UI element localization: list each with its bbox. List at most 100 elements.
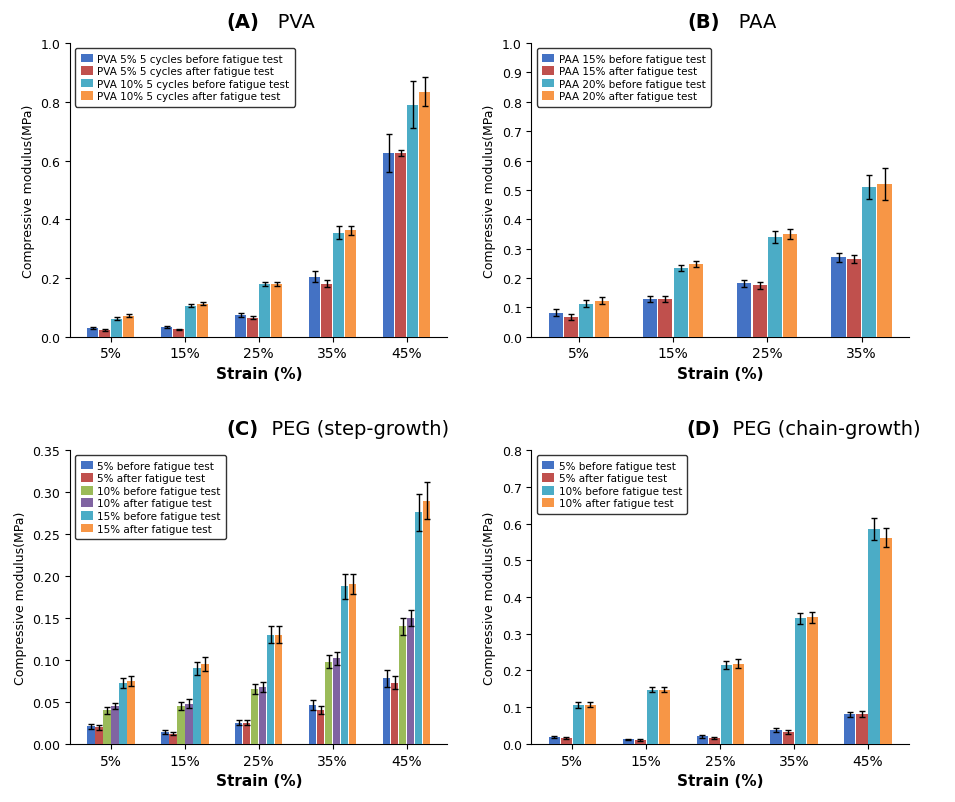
Bar bbox=[178, 707, 184, 744]
Bar bbox=[737, 284, 752, 338]
Bar bbox=[87, 727, 95, 744]
Bar bbox=[259, 687, 266, 744]
Bar bbox=[87, 329, 98, 338]
Bar bbox=[317, 711, 325, 744]
Bar bbox=[561, 739, 572, 744]
Bar bbox=[271, 285, 283, 338]
Bar bbox=[247, 318, 258, 338]
Bar bbox=[564, 318, 578, 338]
Bar bbox=[419, 92, 431, 338]
Bar bbox=[857, 714, 867, 744]
Bar bbox=[244, 723, 250, 744]
Bar bbox=[573, 706, 584, 744]
Bar bbox=[383, 154, 394, 338]
Bar bbox=[399, 626, 406, 744]
Legend: PAA 15% before fatigue test, PAA 15% after fatigue test, PAA 20% before fatigue : PAA 15% before fatigue test, PAA 15% aft… bbox=[537, 49, 711, 107]
X-axis label: Strain (%): Strain (%) bbox=[677, 773, 763, 788]
Bar bbox=[391, 683, 398, 744]
Bar bbox=[844, 715, 856, 744]
X-axis label: Strain (%): Strain (%) bbox=[216, 367, 302, 382]
Bar bbox=[721, 665, 732, 744]
Bar bbox=[235, 723, 243, 744]
Legend: 5% before fatigue test, 5% after fatigue test, 10% before fatigue test, 10% afte: 5% before fatigue test, 5% after fatigue… bbox=[75, 456, 226, 539]
Bar bbox=[161, 328, 172, 338]
Bar bbox=[782, 732, 794, 744]
Bar bbox=[169, 734, 177, 744]
Bar bbox=[185, 703, 193, 744]
Text: (C): (C) bbox=[226, 420, 259, 439]
Bar bbox=[193, 669, 201, 744]
Y-axis label: Compressive modulus(MPa): Compressive modulus(MPa) bbox=[22, 104, 35, 277]
Bar bbox=[346, 231, 356, 338]
Bar bbox=[548, 737, 560, 744]
Text: PVA: PVA bbox=[259, 14, 314, 32]
Bar bbox=[395, 154, 406, 338]
Text: PEG (chain-growth): PEG (chain-growth) bbox=[720, 420, 921, 439]
Bar bbox=[696, 736, 708, 744]
Bar bbox=[198, 305, 208, 338]
Bar bbox=[647, 690, 658, 744]
Bar bbox=[659, 690, 669, 744]
Bar bbox=[643, 300, 657, 338]
Bar bbox=[807, 618, 817, 744]
Y-axis label: Compressive modulus(MPa): Compressive modulus(MPa) bbox=[14, 511, 27, 684]
Bar bbox=[119, 683, 127, 744]
Bar bbox=[847, 260, 860, 338]
Bar bbox=[595, 302, 608, 338]
Bar bbox=[333, 658, 340, 744]
Bar bbox=[325, 662, 332, 744]
Bar bbox=[185, 306, 197, 338]
Bar bbox=[275, 635, 283, 744]
Text: (D): (D) bbox=[687, 420, 720, 439]
Y-axis label: Compressive modulus(MPa): Compressive modulus(MPa) bbox=[483, 511, 497, 684]
Bar bbox=[309, 277, 320, 338]
Bar bbox=[580, 305, 593, 338]
Legend: 5% before fatigue test, 5% after fatigue test, 10% before fatigue test, 10% afte: 5% before fatigue test, 5% after fatigue… bbox=[537, 456, 688, 514]
Bar bbox=[795, 618, 806, 744]
Bar bbox=[881, 538, 892, 744]
Bar bbox=[202, 664, 208, 744]
Bar bbox=[878, 184, 892, 338]
Bar bbox=[127, 681, 135, 744]
Bar bbox=[407, 618, 414, 744]
Bar bbox=[321, 285, 332, 338]
Bar bbox=[123, 316, 135, 338]
Bar bbox=[173, 330, 184, 338]
Bar bbox=[658, 300, 672, 338]
Bar bbox=[584, 705, 596, 744]
Bar bbox=[341, 586, 349, 744]
Bar bbox=[99, 331, 111, 338]
Bar bbox=[673, 269, 688, 338]
Bar bbox=[112, 319, 122, 338]
Bar bbox=[868, 529, 880, 744]
Text: PEG (step-growth): PEG (step-growth) bbox=[259, 420, 449, 439]
Bar bbox=[423, 501, 431, 744]
Bar bbox=[333, 233, 344, 338]
Bar bbox=[267, 635, 274, 744]
Bar bbox=[235, 315, 246, 338]
Bar bbox=[832, 258, 845, 338]
Bar bbox=[732, 664, 744, 744]
Text: (B): (B) bbox=[688, 14, 720, 32]
Bar bbox=[548, 314, 562, 338]
Bar bbox=[161, 732, 169, 744]
Text: (A): (A) bbox=[226, 14, 259, 32]
Bar bbox=[862, 188, 877, 338]
Legend: PVA 5% 5 cycles before fatigue test, PVA 5% 5 cycles after fatigue test, PVA 10%: PVA 5% 5 cycles before fatigue test, PVA… bbox=[75, 49, 294, 107]
Bar bbox=[768, 237, 782, 338]
Bar bbox=[407, 106, 418, 338]
Y-axis label: Compressive modulus(MPa): Compressive modulus(MPa) bbox=[483, 104, 497, 277]
Bar bbox=[689, 265, 703, 338]
Bar bbox=[634, 740, 646, 744]
Bar bbox=[309, 706, 316, 744]
Bar bbox=[783, 235, 797, 338]
Bar bbox=[112, 707, 118, 744]
Bar bbox=[623, 739, 633, 744]
Text: PAA: PAA bbox=[720, 14, 776, 32]
X-axis label: Strain (%): Strain (%) bbox=[677, 367, 763, 382]
Bar bbox=[753, 286, 767, 338]
Bar bbox=[259, 285, 270, 338]
Bar bbox=[349, 585, 356, 744]
Bar bbox=[96, 727, 103, 744]
X-axis label: Strain (%): Strain (%) bbox=[216, 773, 302, 788]
